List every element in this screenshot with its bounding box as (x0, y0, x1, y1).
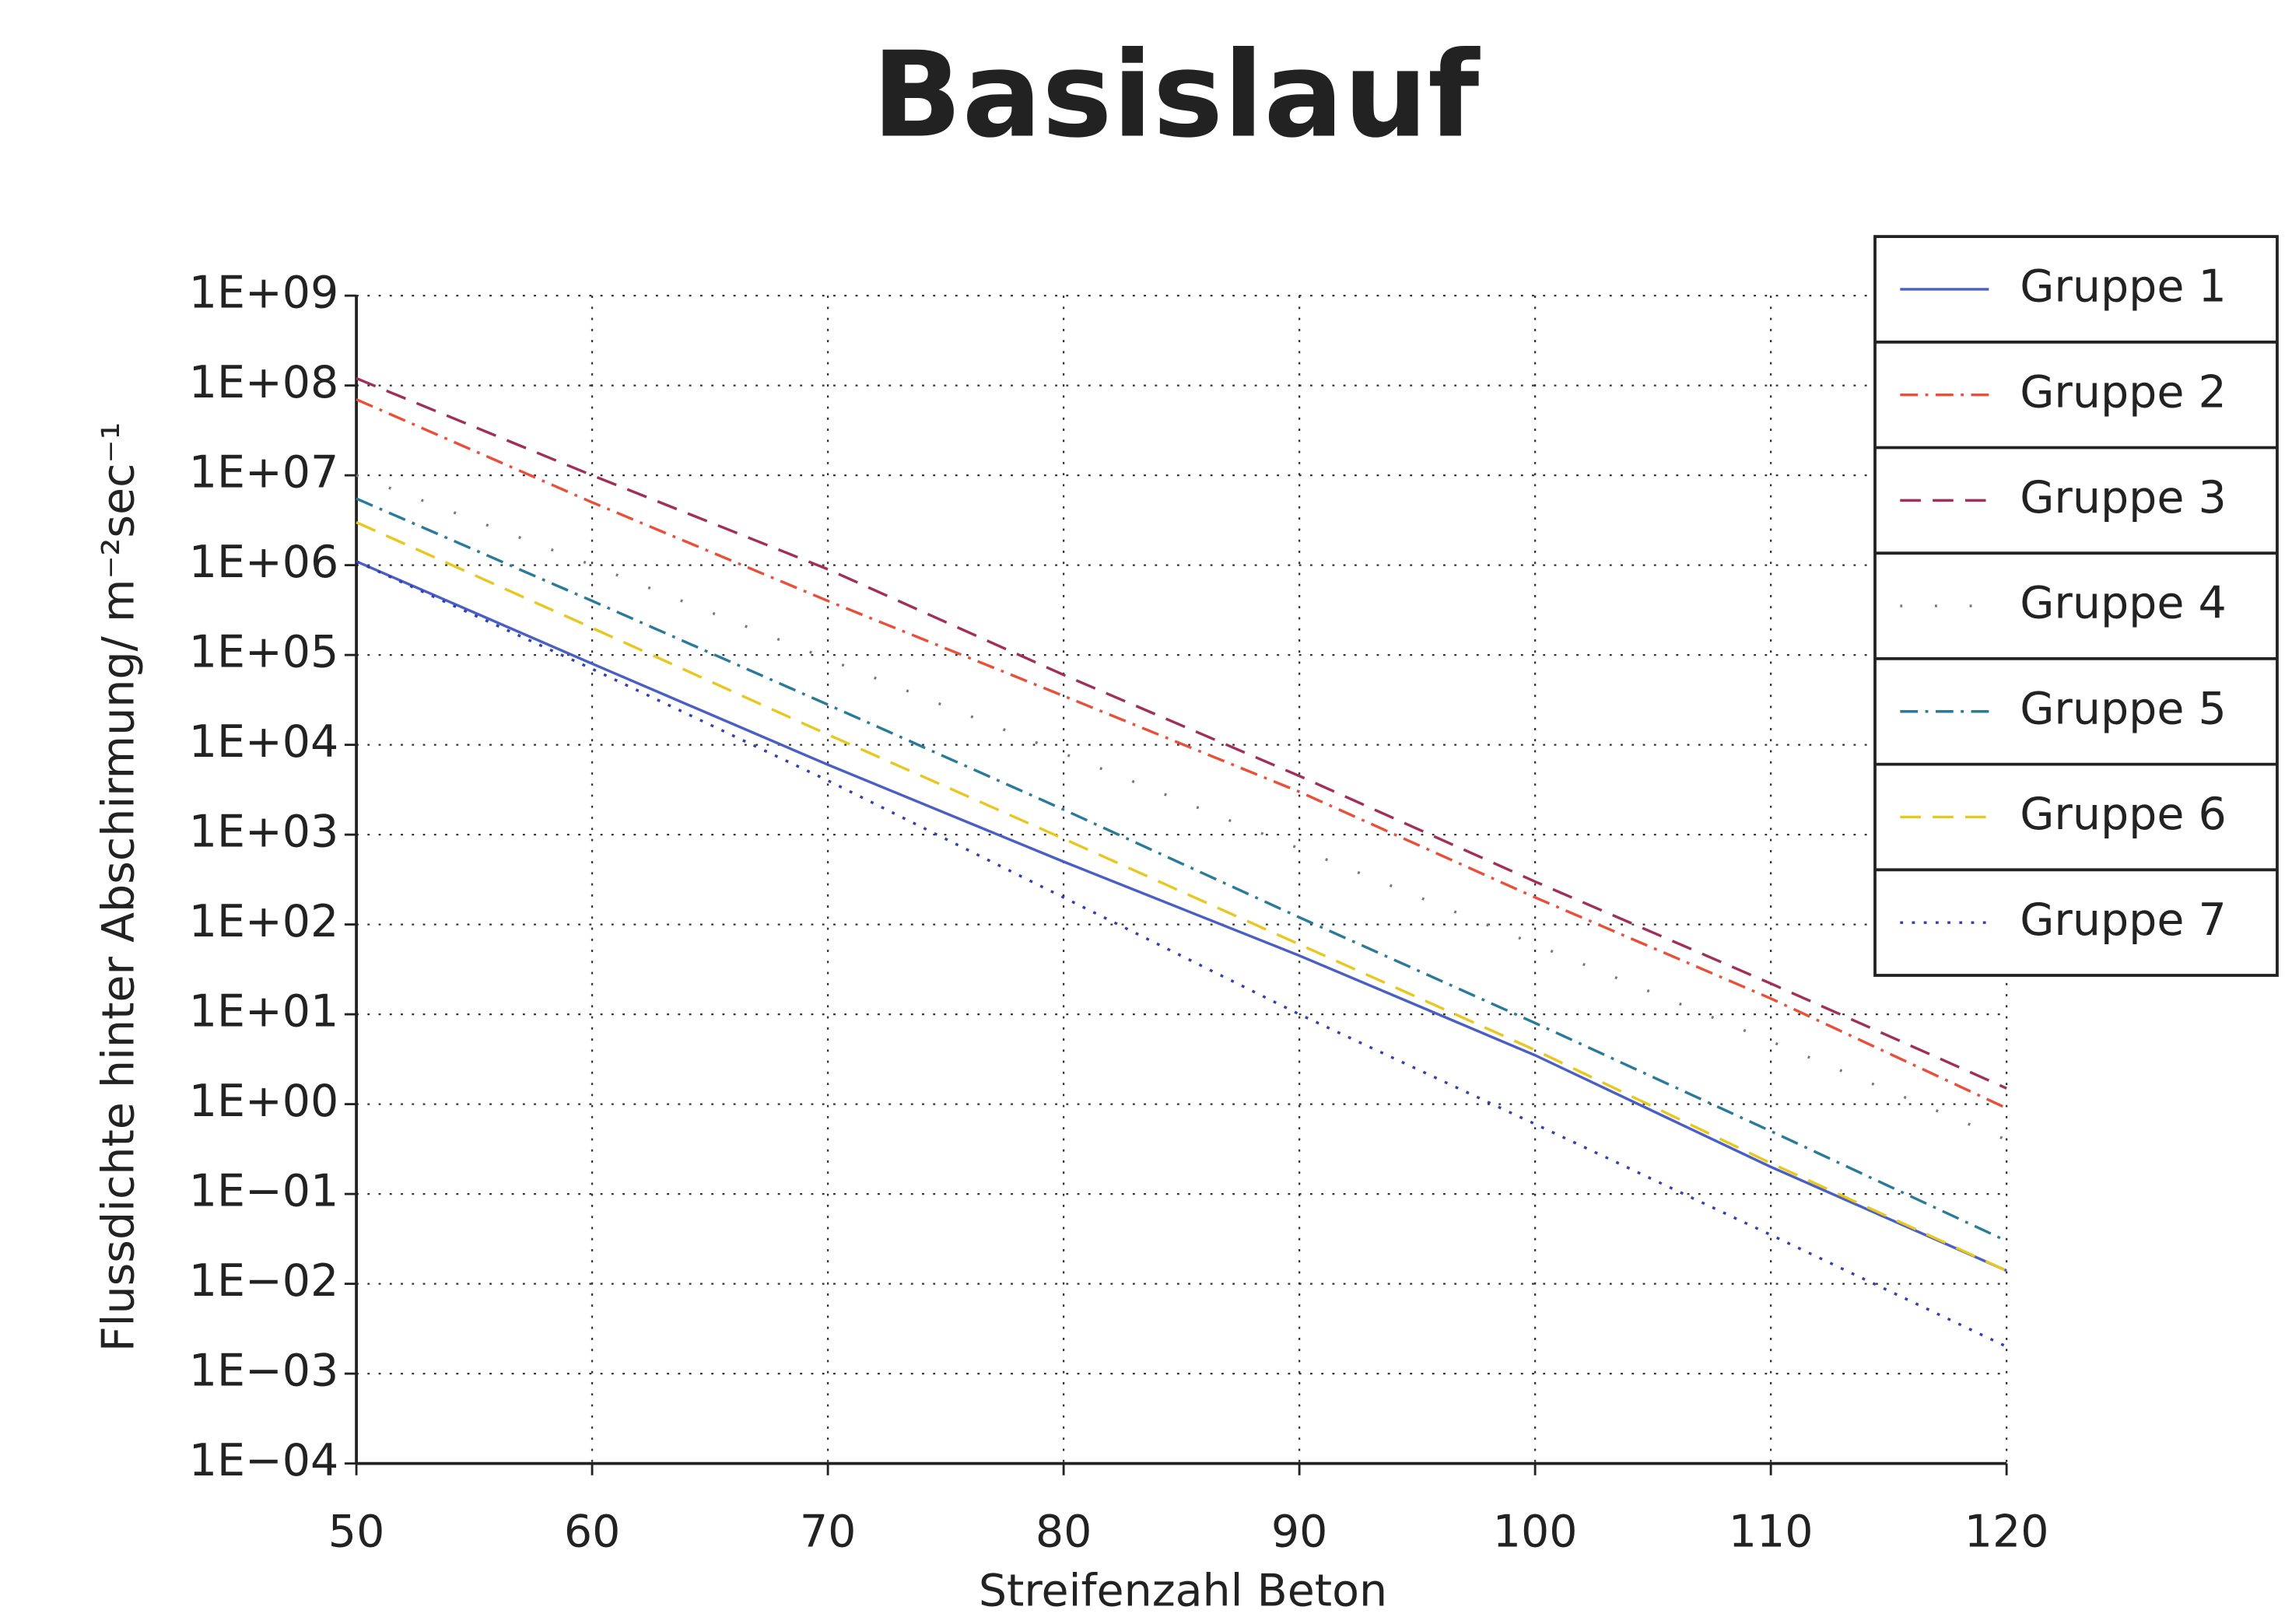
legend-label: Gruppe 6 (2020, 789, 2227, 840)
legend-label: Gruppe 7 (2020, 894, 2227, 946)
legend-label: Gruppe 2 (2020, 366, 2227, 418)
legend-label: Gruppe 5 (2020, 683, 2227, 734)
series-line (356, 560, 2007, 1272)
y-tick-label: 1E+08 (189, 357, 339, 408)
y-tick-label: 1E−01 (189, 1166, 339, 1217)
series-line (356, 520, 2007, 1272)
y-tick-label: 1E+01 (189, 986, 339, 1038)
x-tick-label: 80 (1036, 1506, 1092, 1557)
x-tick-label: 100 (1493, 1506, 1578, 1557)
x-tick-label: 120 (1964, 1506, 2049, 1557)
series-line (356, 497, 2007, 1243)
series-line (356, 376, 2007, 1090)
y-tick-label: 1E−04 (189, 1435, 339, 1486)
x-tick-label: 70 (800, 1506, 857, 1557)
y-tick-label: 1E+06 (189, 537, 339, 588)
y-tick-label: 1E+05 (189, 627, 339, 678)
legend-label: Gruppe 4 (2020, 578, 2227, 629)
x-axis-label: Streifenzahl Beton (979, 1565, 1387, 1616)
y-tick-label: 1E−03 (189, 1346, 339, 1397)
y-tick-label: 1E−02 (189, 1255, 339, 1307)
y-tick-label: 1E+03 (189, 807, 339, 858)
y-tick-label: 1E+07 (189, 447, 339, 499)
legend-label: Gruppe 1 (2020, 261, 2227, 313)
x-tick-label: 60 (564, 1506, 621, 1557)
series-line (356, 397, 2007, 1110)
chart-title: Basislauf (872, 26, 1481, 164)
x-tick-label: 90 (1271, 1506, 1328, 1557)
y-tick-label: 1E+04 (189, 716, 339, 768)
legend-box (1873, 235, 2279, 977)
y-tick-label: 1E+02 (189, 896, 339, 947)
y-tick-label: 1E+00 (189, 1076, 339, 1127)
x-tick-label: 110 (1729, 1506, 1814, 1557)
legend-label: Gruppe 3 (2020, 472, 2227, 523)
x-tick-label: 50 (328, 1506, 385, 1557)
series-line (356, 560, 2007, 1348)
y-tick-label: 1E+09 (189, 268, 339, 319)
series-line (356, 474, 2007, 1142)
y-axis-label: Flussdichte hinter Abschirmung/ m⁻²sec⁻¹ (93, 422, 145, 1353)
